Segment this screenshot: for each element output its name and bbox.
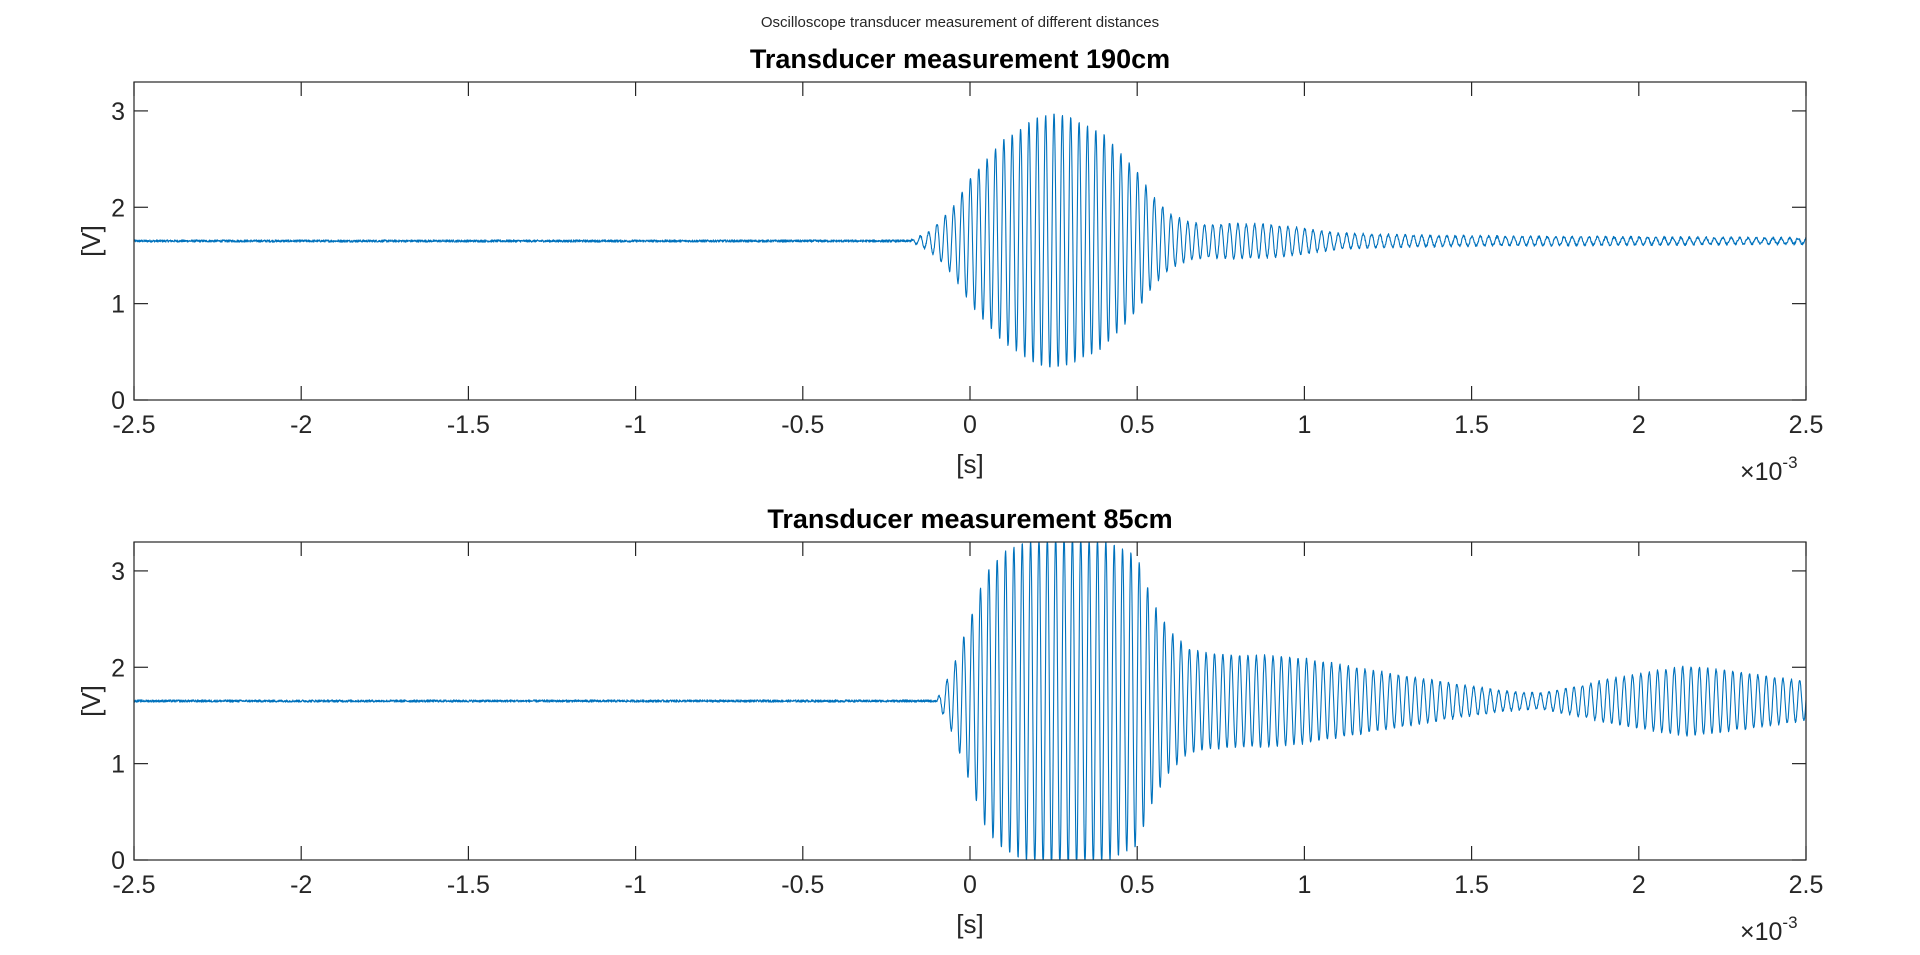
x-tick-label: -2 [290, 871, 312, 899]
x-tick-label: 0 [963, 411, 977, 439]
x-tick-label: 2.5 [1789, 411, 1824, 439]
x-tick-label: 2.5 [1789, 871, 1824, 899]
x-tick-label: -2.5 [112, 411, 155, 439]
y-tick-label: 2 [111, 654, 125, 682]
x-tick-label: 1 [1297, 411, 1311, 439]
x-tick-label: -1 [624, 411, 646, 439]
x-tick-label: 1.5 [1454, 871, 1489, 899]
x-tick-label: 0.5 [1120, 871, 1155, 899]
y-axis-label: [V] [76, 685, 106, 717]
x-tick-label: 2 [1632, 871, 1646, 899]
x-tick-label: -0.5 [781, 411, 824, 439]
y-tick-label: 1 [111, 751, 125, 779]
x-tick-label: -1.5 [447, 411, 490, 439]
figure-suptitle: Oscilloscope transducer measurement of d… [761, 14, 1159, 31]
tick-group: -2.5 -2 -1.5 -1 -0.5 0 0.5 1 1.5 2 2.5 0 1 2 3 [111, 82, 1823, 439]
x-tick-label: -2 [290, 411, 312, 439]
x-tick-label: -0.5 [781, 871, 824, 899]
subplot-title: Transducer measurement 85cm [767, 504, 1172, 534]
x-tick-label: 1 [1297, 871, 1311, 899]
x-tick-label: -2.5 [112, 871, 155, 899]
y-axis-label: [V] [76, 225, 106, 257]
tick-group: -2.5 -2 -1.5 -1 -0.5 0 0.5 1 1.5 2 2.5 0 1 2 3 [111, 542, 1823, 899]
x-exponent-label: ×10-3 [1740, 913, 1798, 946]
x-exponent-label: ×10-3 [1740, 453, 1798, 486]
y-tick-label: 2 [111, 194, 125, 222]
axes-frame [133, 541, 1807, 861]
x-tick-label: -1.5 [447, 871, 490, 899]
x-tick-label: 0 [963, 871, 977, 899]
subplot-190cm: Transducer measurement 190cm -2.5 -2 -1.5-… [76, 44, 1823, 486]
x-tick-label: -1 [624, 871, 646, 899]
x-axis-label: [s] [956, 909, 983, 939]
signal-trace [133, 113, 1807, 368]
y-tick-label: 3 [111, 98, 125, 126]
subplot-85cm: Transducer measurement 85cm -2.5 -2 -1.5 -1… [76, 504, 1823, 946]
y-tick-label: 3 [111, 558, 125, 586]
x-axis-label: [s] [956, 449, 983, 479]
y-tick-label: 0 [111, 387, 125, 415]
y-tick-label: 0 [111, 847, 125, 875]
x-tick-label: 2 [1632, 411, 1646, 439]
signal-trace [133, 541, 1807, 861]
x-tick-label: 0.5 [1120, 411, 1155, 439]
subplot-title: Transducer measurement 190cm [750, 44, 1170, 74]
y-tick-label: 1 [111, 291, 125, 319]
axes-frame [133, 81, 1807, 401]
x-tick-label: 1.5 [1454, 411, 1489, 439]
